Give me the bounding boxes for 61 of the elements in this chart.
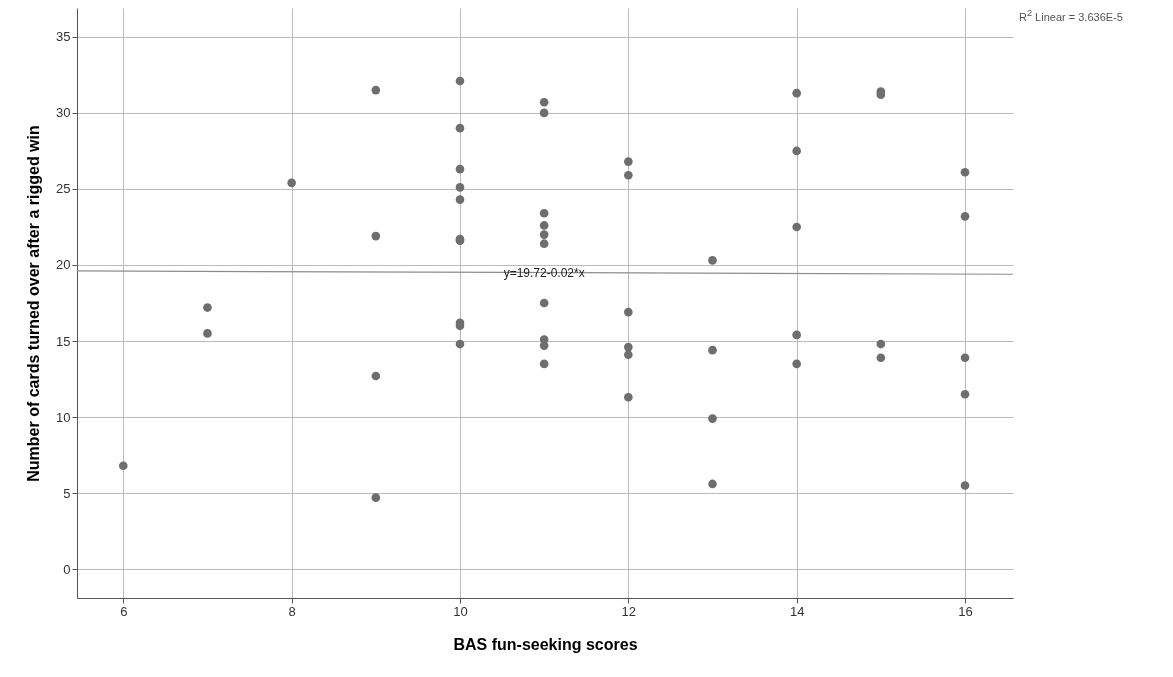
point	[624, 307, 633, 317]
y-axis-title: Number of cards turned over after a rigged win	[25, 125, 43, 482]
point	[960, 481, 970, 490]
point	[708, 345, 717, 355]
y-tick-label: 35	[56, 29, 71, 45]
point	[455, 123, 465, 133]
point	[371, 85, 381, 95]
point	[960, 167, 970, 177]
point	[624, 392, 633, 402]
point	[624, 157, 633, 166]
point	[792, 222, 802, 232]
point	[960, 353, 970, 363]
point	[708, 479, 717, 489]
x-tick-label: 10	[453, 603, 468, 619]
point	[203, 303, 212, 312]
point	[792, 146, 802, 156]
point	[455, 183, 465, 192]
point	[371, 493, 381, 502]
point	[539, 108, 549, 118]
point	[792, 88, 802, 98]
point	[539, 359, 549, 369]
point	[624, 350, 633, 360]
x-tick-label: 16	[958, 603, 973, 619]
y-tick-label: 30	[56, 105, 71, 121]
text: R$^{2}$ Linear = 3.636E-5	[1019, 8, 1123, 23]
annotation: y=19.72-0.02*x	[503, 265, 585, 280]
point	[876, 339, 886, 349]
y-tick-label: 15	[56, 333, 71, 349]
point	[539, 221, 549, 230]
point	[708, 256, 717, 265]
x-axis-title: BAS fun-seeking scores	[453, 635, 638, 653]
y-tick-label: 10	[56, 409, 71, 425]
x-tick-label: 6	[120, 603, 128, 619]
point	[792, 359, 802, 369]
point	[539, 208, 549, 218]
point	[539, 230, 549, 239]
point	[960, 212, 970, 221]
point	[708, 414, 717, 423]
point	[287, 178, 296, 188]
point	[539, 97, 549, 107]
x-tick-label: 12	[621, 603, 637, 619]
point	[455, 195, 465, 204]
point	[624, 342, 633, 352]
point	[960, 389, 970, 399]
point	[539, 298, 549, 308]
point	[203, 329, 212, 338]
point	[455, 164, 465, 174]
point	[876, 353, 886, 363]
point	[118, 461, 128, 471]
point	[371, 231, 381, 241]
point	[539, 239, 549, 249]
point	[371, 371, 381, 381]
point	[624, 170, 633, 180]
x-tick-label: 8	[288, 603, 296, 619]
y-tick-label: 0	[63, 561, 71, 577]
y-tick-label: 20	[56, 257, 71, 273]
y-tick-label: 25	[56, 181, 71, 197]
point	[792, 330, 802, 340]
point	[539, 341, 549, 350]
y-tick-label: 5	[63, 485, 71, 501]
x-tick-label: 14	[789, 603, 805, 619]
